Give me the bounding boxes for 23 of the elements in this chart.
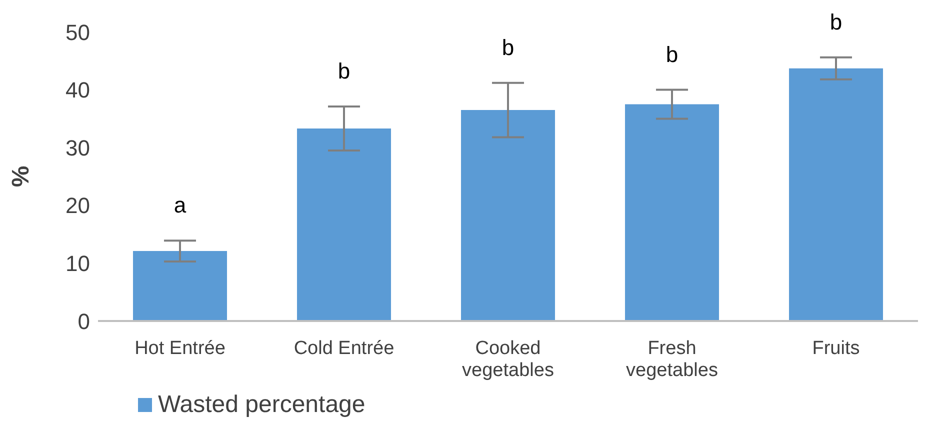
annotation: b	[502, 34, 514, 60]
y-tick-label: 30	[66, 135, 90, 160]
x-tick-label: Hot Entrée	[134, 338, 226, 360]
y-tick-label: 0	[78, 308, 90, 334]
legend-label: Wasted percentage	[157, 391, 366, 419]
y-axis-title: %	[8, 166, 35, 188]
annotation: b	[666, 42, 678, 67]
y-tick-label: 50	[66, 20, 90, 45]
x-tick-label: Fresh vegetables	[626, 338, 718, 381]
annotation: b	[830, 9, 842, 34]
y-tick-label: 10	[66, 251, 90, 276]
bar	[789, 68, 883, 321]
annotation: b	[338, 58, 350, 84]
y-tick-label: 20	[66, 193, 90, 218]
bar	[297, 128, 391, 321]
bar	[625, 104, 719, 321]
y-tick-label: 40	[66, 78, 90, 103]
bar	[133, 251, 227, 321]
x-tick-label: Fruits	[812, 338, 860, 360]
bar	[461, 110, 555, 321]
annotation: a	[174, 192, 187, 218]
x-tick-label: Cold Entrée	[294, 338, 394, 360]
x-tick-label: Cooked vegetables	[462, 338, 554, 381]
